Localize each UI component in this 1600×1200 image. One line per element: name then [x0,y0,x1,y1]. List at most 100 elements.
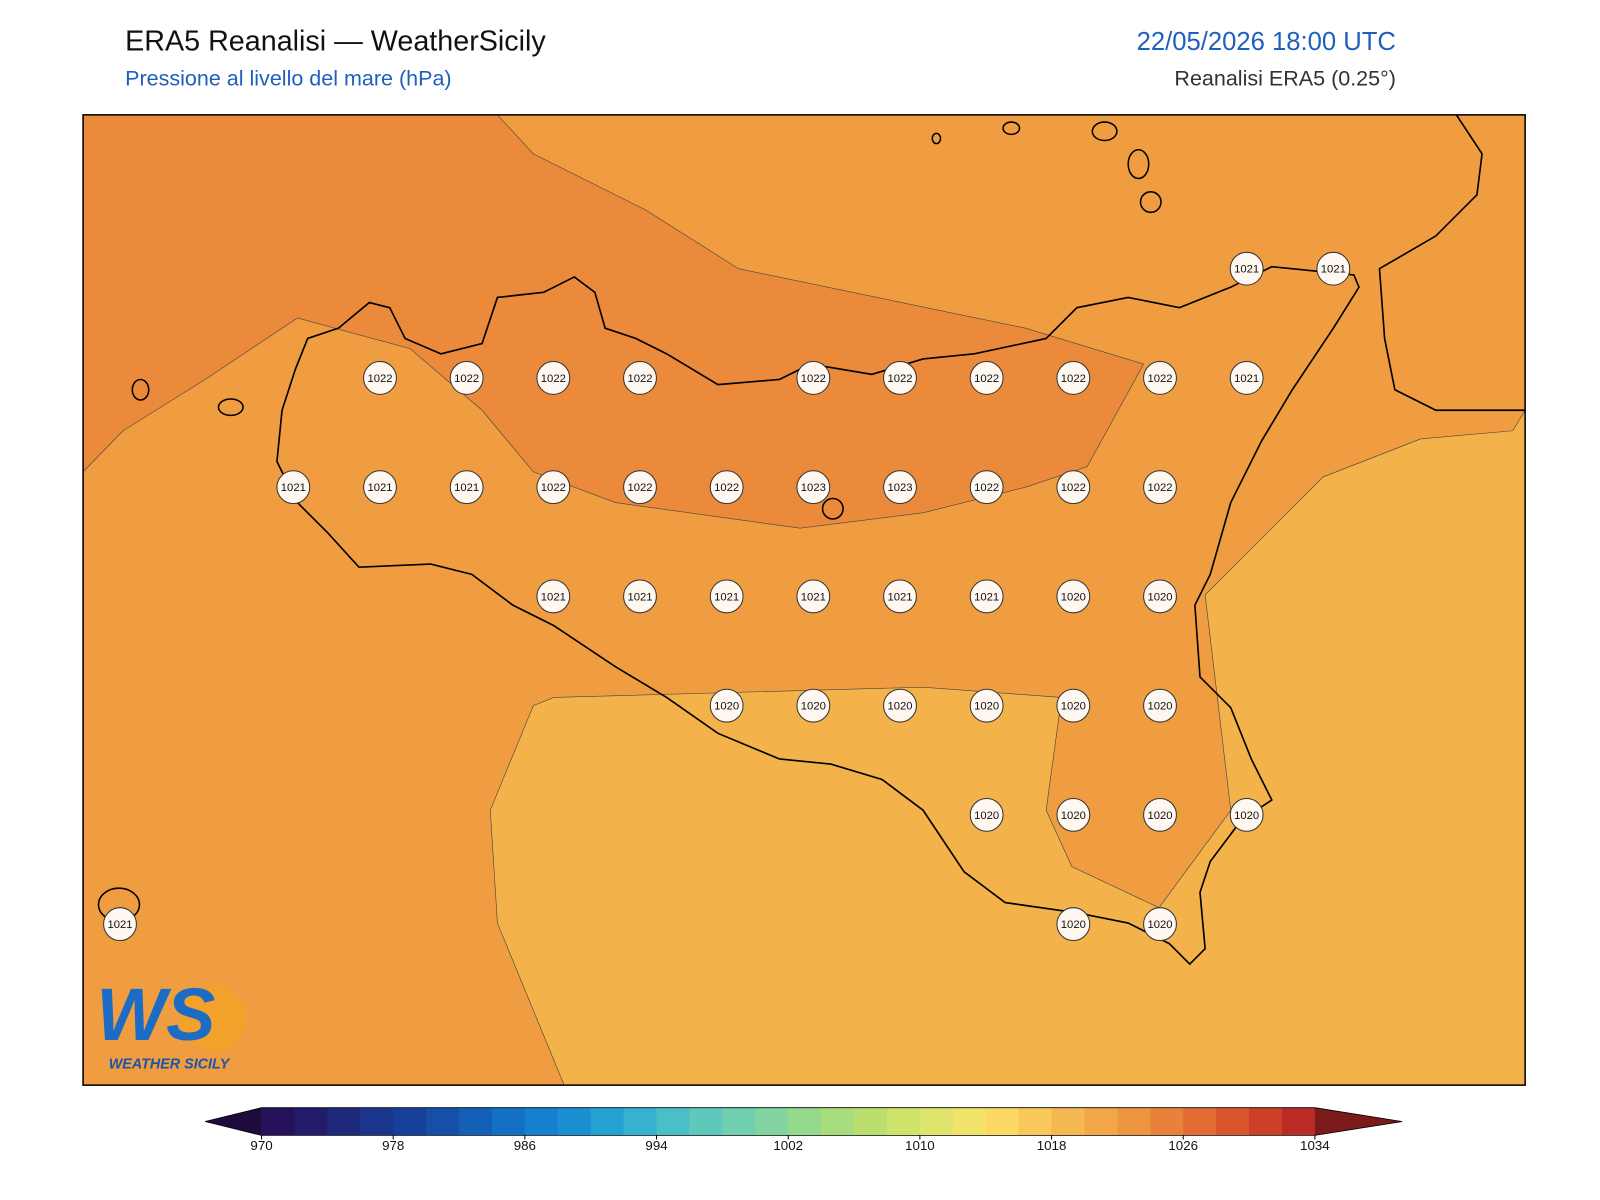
station-marker [1143,797,1177,832]
station: 1021 [1229,251,1264,286]
station: 1022 [1143,361,1177,395]
station: 1021 [623,579,657,614]
colorbar-bin [788,1107,822,1136]
colorbar-bin [722,1107,756,1136]
station: 1020 [969,688,1004,723]
station: 1022 [709,470,744,505]
station-value: 1020 [801,701,826,713]
station-marker [1056,361,1091,395]
colorbar-tick-label: 970 [250,1138,272,1153]
colorbar-bin [689,1107,723,1136]
station: 1022 [623,361,657,395]
station: 1022 [536,361,571,395]
station-marker [1056,907,1091,942]
station-value: 1021 [541,591,566,603]
field-low [489,409,1526,1086]
station-marker [969,361,1004,395]
station-marker [883,361,917,395]
station-value: 1020 [974,810,999,822]
station-value: 1022 [541,482,566,494]
station-value: 1020 [1147,701,1172,713]
station-marker [969,797,1004,832]
map-frame [82,114,1526,1086]
station: 1021 [103,907,137,942]
source: Reanalisi ERA5 (0.25°) [1174,67,1395,91]
station: 1021 [449,470,484,505]
colorbar-bin [524,1107,559,1136]
colorbar-bin [261,1107,295,1136]
station-marker [623,579,657,614]
station: 1020 [1143,579,1177,614]
station-value: 1022 [714,482,739,494]
station-value: 1020 [1147,591,1172,603]
station-marker [1056,579,1091,614]
station: 1022 [1143,470,1177,505]
colorbar-bin [294,1107,328,1136]
colorbar-bin [656,1107,690,1136]
station-marker [1143,579,1177,614]
colorbar-bin [426,1107,460,1136]
station: 1020 [796,688,831,723]
station-value: 1022 [367,373,392,385]
colorbar-bin [327,1107,361,1136]
station-value: 1021 [801,591,826,603]
station-marker [1056,688,1091,723]
station-value: 1020 [1061,919,1086,931]
station-marker [536,470,571,505]
field-high [83,114,1145,529]
station-marker [883,470,917,505]
station-marker [969,579,1004,614]
colorbar-bin [821,1107,855,1136]
station: 1022 [536,470,571,505]
coastline-calabria [1378,114,1526,412]
station-value: 1020 [1061,701,1086,713]
station: 1020 [969,797,1004,832]
station: 1021 [709,579,744,614]
station-value: 1023 [887,482,912,494]
station-value: 1021 [1234,264,1259,276]
colorbar-bin [393,1107,427,1136]
colorbar-bin [952,1107,987,1136]
islands [97,121,1162,922]
station-marker [709,579,744,614]
station: 1021 [883,579,917,614]
station-value: 1021 [1321,264,1346,276]
station-value: 1022 [974,482,999,494]
station: 1022 [449,361,484,395]
station-marker [363,361,397,395]
colorbar-under [205,1107,262,1136]
station: 1021 [796,579,831,614]
station-value: 1020 [1061,591,1086,603]
station-marker [1229,797,1264,832]
station-marker [1056,470,1091,505]
logo-mark: WS [96,973,215,1056]
station-marker [449,470,484,505]
station-value: 1022 [974,373,999,385]
station: 1020 [1056,688,1091,723]
colorbar-bin [360,1107,394,1136]
colorbar-bin [623,1107,658,1136]
colorbar-bin [985,1107,1020,1136]
station-value: 1021 [627,591,652,603]
colorbar-tick-label: 1010 [905,1138,935,1153]
station-value: 1022 [627,482,652,494]
station-marker [1229,361,1264,395]
station-marker [796,579,831,614]
station: 1020 [883,688,917,723]
station-marker [709,688,744,723]
station-value: 1022 [801,373,826,385]
station-marker [1143,470,1177,505]
logo-sun [180,985,247,1052]
station-marker [1143,907,1177,942]
station: 1020 [1143,797,1177,832]
station: 1021 [1229,361,1264,395]
station: 1020 [1143,907,1177,942]
coastline [276,265,1360,966]
station-value: 1020 [1147,810,1172,822]
station: 1020 [1056,797,1091,832]
station-value: 1022 [1147,373,1172,385]
station-marker [623,361,657,395]
station-value: 1021 [281,482,306,494]
colorbar-bin [491,1107,526,1136]
